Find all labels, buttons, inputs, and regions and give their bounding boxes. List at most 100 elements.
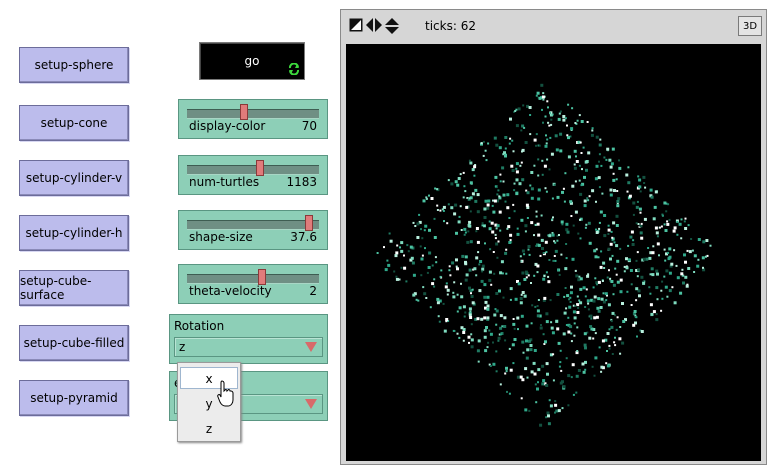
turtle	[514, 297, 518, 301]
turtle	[517, 328, 519, 331]
slider-knob[interactable]	[305, 215, 314, 231]
turtle	[474, 164, 477, 166]
turtle	[536, 264, 540, 268]
setup-cube-filled-button[interactable]: setup-cube-filled	[19, 325, 129, 361]
turtle	[551, 331, 555, 335]
dropdown-arrow-icon[interactable]	[305, 399, 317, 409]
shape-size-label: shape-size	[189, 230, 253, 244]
rotation-option-y[interactable]: y	[180, 393, 238, 415]
turtle	[425, 297, 428, 299]
turtle	[530, 196, 534, 200]
turtle	[481, 222, 484, 225]
turtle	[618, 159, 620, 162]
turtle	[491, 230, 495, 234]
turtle	[467, 335, 471, 339]
turtle	[420, 274, 423, 277]
turtle	[608, 344, 611, 347]
turtle	[570, 127, 574, 131]
setup-cylinder-v-button[interactable]: setup-cylinder-v	[19, 160, 129, 196]
zoom-icon[interactable]	[349, 18, 363, 32]
move-up-down-icon[interactable]	[385, 18, 399, 34]
turtle	[505, 272, 508, 275]
turtle	[537, 233, 541, 237]
turtle	[671, 286, 674, 289]
turtle	[628, 194, 632, 198]
turtle	[473, 174, 476, 177]
turtle	[546, 158, 549, 161]
turtle	[494, 308, 497, 311]
setup-cone-button[interactable]: setup-cone	[19, 105, 129, 141]
turtle	[562, 385, 566, 389]
setup-sphere-button[interactable]: setup-sphere	[19, 47, 129, 83]
slider-knob[interactable]	[257, 269, 266, 285]
rotation-option-z[interactable]: z	[180, 418, 238, 440]
slider-knob[interactable]	[239, 104, 248, 120]
rotation-select[interactable]: z	[174, 337, 323, 357]
turtle	[521, 124, 525, 128]
turtle	[564, 267, 568, 271]
turtle	[548, 124, 551, 127]
turtle	[446, 222, 449, 225]
turtle	[453, 212, 457, 216]
theta-velocity-slider[interactable]: theta-velocity 2	[178, 264, 328, 304]
turtle	[546, 372, 549, 376]
turtle	[470, 323, 473, 326]
rotation-chooser[interactable]: Rotation z	[169, 314, 328, 364]
turtle	[436, 188, 439, 191]
world-canvas[interactable]	[346, 44, 761, 461]
turtle	[524, 230, 527, 233]
slider-track[interactable]	[187, 165, 319, 175]
turtle	[609, 165, 613, 169]
turtle	[484, 242, 486, 245]
turtle	[566, 230, 570, 234]
turtle	[496, 193, 499, 196]
slider-knob[interactable]	[256, 160, 265, 176]
turtle	[425, 196, 428, 199]
turtle	[537, 158, 540, 161]
go-button[interactable]: go	[199, 42, 305, 80]
setup-cube-surface-button[interactable]: setup-cube-surface	[19, 270, 129, 306]
display-color-slider[interactable]: display-color 70	[178, 99, 328, 139]
turtle	[545, 320, 549, 324]
turtle	[565, 228, 569, 232]
turtle	[446, 293, 449, 296]
turtle	[685, 284, 689, 288]
turtle	[495, 242, 499, 246]
turtle	[504, 200, 507, 203]
turtle	[528, 409, 531, 412]
slider-track[interactable]	[187, 274, 319, 284]
turtle	[571, 107, 574, 110]
turtle	[675, 264, 678, 267]
turtle	[525, 356, 529, 360]
turtle	[421, 254, 424, 257]
turtle	[548, 234, 552, 238]
turtle	[614, 344, 617, 347]
turtle	[641, 258, 645, 262]
slider-track[interactable]	[187, 109, 319, 119]
setup-pyramid-button[interactable]: setup-pyramid	[19, 380, 129, 416]
3d-view-button[interactable]: 3D	[738, 16, 762, 36]
num-turtles-slider[interactable]: num-turtles 1183	[178, 155, 328, 195]
setup-cylinder-h-button[interactable]: setup-cylinder-h	[19, 215, 129, 251]
turtle	[635, 222, 638, 225]
turtle	[420, 257, 424, 261]
turtle	[470, 295, 474, 298]
turtle	[487, 341, 490, 344]
shape-size-slider[interactable]: shape-size 37.6	[178, 210, 328, 250]
turtle	[688, 250, 692, 254]
turtle	[615, 244, 619, 248]
turtle	[566, 124, 568, 127]
turtle	[595, 164, 599, 168]
turtle	[497, 339, 500, 342]
turtle	[483, 216, 487, 219]
turtle	[470, 292, 472, 295]
turtle	[600, 164, 603, 167]
move-left-right-icon[interactable]	[366, 18, 382, 32]
turtle	[442, 302, 445, 305]
turtle	[612, 283, 616, 287]
turtle	[545, 134, 547, 137]
turtle	[626, 190, 629, 193]
slider-track[interactable]	[187, 220, 319, 230]
turtle	[496, 199, 499, 203]
dropdown-arrow-icon[interactable]	[305, 342, 317, 352]
